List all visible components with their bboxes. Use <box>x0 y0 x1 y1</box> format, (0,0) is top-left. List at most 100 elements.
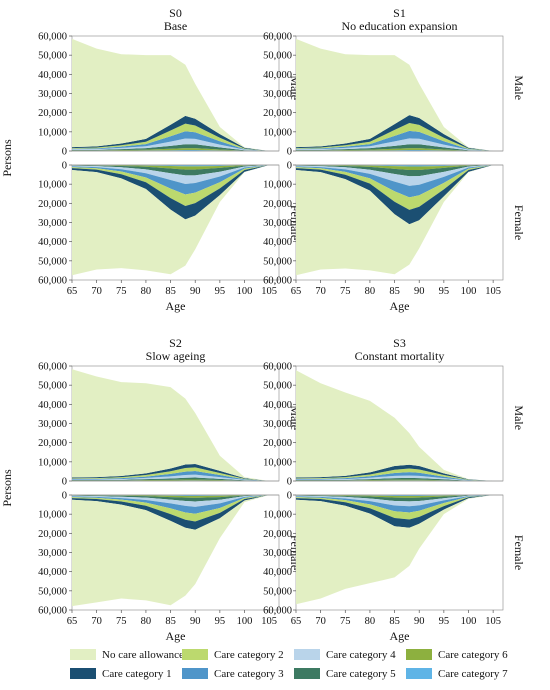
area-female-c5 <box>296 165 494 177</box>
area-female-c4 <box>72 495 270 507</box>
area-female-c3 <box>296 165 494 198</box>
x-tick-label: 100 <box>237 286 253 297</box>
y-tick-label: 30,000 <box>38 218 67 229</box>
legend-item-c3: Care category 3 <box>182 668 284 680</box>
area-female-c4 <box>296 495 494 507</box>
x-tick-label: 105 <box>485 286 501 297</box>
y-axis-label: Persons <box>0 469 14 507</box>
area-female-c3 <box>296 495 494 513</box>
y-tick-label: 10,000 <box>263 127 292 138</box>
area-male-c6 <box>296 148 494 151</box>
area-male-c1 <box>72 463 270 481</box>
area-male-c5 <box>72 477 270 481</box>
legend-swatch <box>406 668 432 679</box>
area-male-none <box>296 370 494 481</box>
y-tick-label: 40,000 <box>38 400 67 411</box>
y-tick-label: 20,000 <box>263 438 292 449</box>
x-tick-label: 80 <box>141 616 152 627</box>
y-tick-label: 10,000 <box>263 180 292 191</box>
y-tick-label: 0 <box>287 491 292 502</box>
area-male-c4 <box>296 138 494 151</box>
y-tick-label: 10,000 <box>38 510 67 521</box>
legend-swatch <box>70 649 96 660</box>
area-female-none <box>72 165 270 276</box>
area-male-c4 <box>72 138 270 151</box>
x-axis-label: Age <box>166 629 186 643</box>
legend-item-c5: Care category 5 <box>294 668 396 680</box>
area-female-c1 <box>72 165 270 220</box>
area-female-c2 <box>296 165 494 210</box>
x-tick-label: 80 <box>141 286 152 297</box>
x-tick-label: 80 <box>365 286 376 297</box>
y-tick-label: 40,000 <box>38 237 67 248</box>
legend-label: No care allowance <box>102 649 184 661</box>
x-tick-label: 100 <box>237 616 253 627</box>
y-tick-label: 50,000 <box>38 586 67 597</box>
legend-label: Care category 6 <box>438 649 508 661</box>
x-tick-label: 70 <box>91 616 102 627</box>
y-tick-label: 60,000 <box>263 606 292 617</box>
y-tick-label: 20,000 <box>263 529 292 540</box>
area-female-c2 <box>296 495 494 520</box>
x-tick-label: 95 <box>215 616 226 627</box>
legend-label: Care category 3 <box>214 668 284 680</box>
x-tick-label: 65 <box>291 286 302 297</box>
panel-code: S2 <box>169 336 182 350</box>
area-male-c6 <box>72 479 270 481</box>
panel-code: S1 <box>393 6 406 20</box>
area-female-c5 <box>72 165 270 176</box>
y-tick-label: 20,000 <box>263 108 292 119</box>
area-male-c1 <box>72 115 270 151</box>
y-tick-label: 40,000 <box>38 567 67 578</box>
area-female-c5 <box>72 495 270 502</box>
x-tick-label: 85 <box>389 286 400 297</box>
panel-code: S0 <box>169 6 182 20</box>
legend-swatch <box>182 649 208 660</box>
y-tick-label: 60,000 <box>263 276 292 287</box>
y-tick-label: 40,000 <box>263 237 292 248</box>
y-tick-label: 20,000 <box>38 199 67 210</box>
x-tick-label: 85 <box>165 616 176 627</box>
x-tick-label: 90 <box>190 286 201 297</box>
x-tick-label: 65 <box>291 616 302 627</box>
area-female-c7 <box>296 165 494 167</box>
area-female-c6 <box>296 495 494 498</box>
x-tick-label: 95 <box>215 286 226 297</box>
legend-item-c4: Care category 4 <box>294 649 396 661</box>
legend-swatch <box>182 668 208 679</box>
x-tick-label: 95 <box>439 286 450 297</box>
legend-item-c2: Care category 2 <box>182 649 284 661</box>
y-tick-label: 60,000 <box>38 606 67 617</box>
y-tick-label: 50,000 <box>38 381 67 392</box>
x-tick-label: 70 <box>315 286 326 297</box>
area-female-c6 <box>296 165 494 170</box>
y-tick-label: 0 <box>287 477 292 488</box>
y-tick-label: 20,000 <box>38 438 67 449</box>
x-tick-label: 65 <box>67 616 78 627</box>
y-tick-label: 20,000 <box>38 108 67 119</box>
area-male-c3 <box>296 472 494 481</box>
female-label: Female <box>512 535 526 570</box>
x-tick-label: 90 <box>414 616 425 627</box>
y-tick-label: 10,000 <box>38 127 67 138</box>
legend-label: Care category 7 <box>438 668 508 680</box>
area-female-c6 <box>72 495 270 498</box>
x-tick-label: 105 <box>261 286 277 297</box>
x-axis-label: Age <box>390 629 410 643</box>
y-tick-label: 30,000 <box>38 419 67 430</box>
legend-swatch <box>294 668 320 679</box>
y-tick-label: 50,000 <box>38 256 67 267</box>
y-tick-label: 0 <box>62 161 67 172</box>
y-tick-label: 50,000 <box>263 586 292 597</box>
x-tick-label: 105 <box>485 616 501 627</box>
y-tick-label: 0 <box>287 161 292 172</box>
area-male-c2 <box>296 468 494 481</box>
area-female-c1 <box>72 495 270 530</box>
y-tick-label: 40,000 <box>263 400 292 411</box>
legend-label: Care category 1 <box>102 668 172 680</box>
area-male-c2 <box>296 123 494 151</box>
y-tick-label: 60,000 <box>38 362 67 373</box>
x-tick-label: 80 <box>365 616 376 627</box>
y-tick-label: 30,000 <box>263 419 292 430</box>
